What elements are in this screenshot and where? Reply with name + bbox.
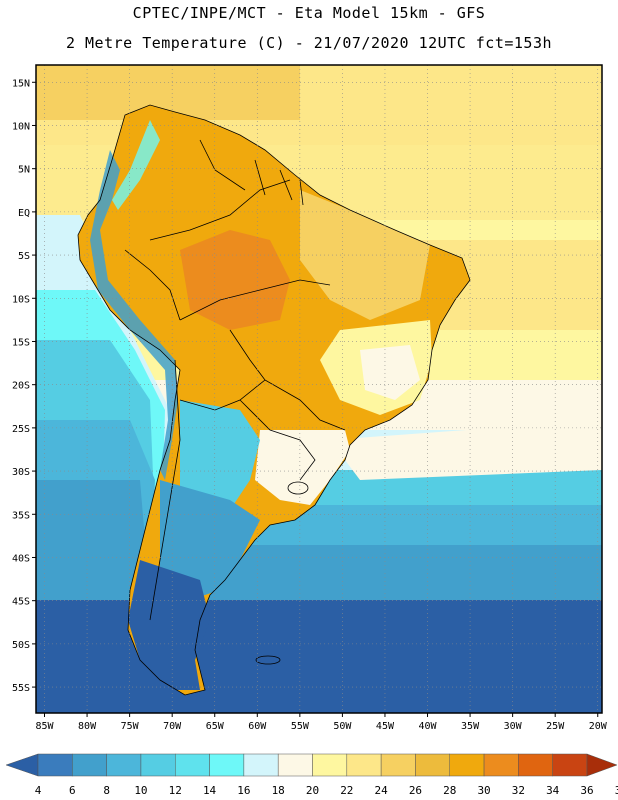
lon-tick-label: 80W (78, 721, 97, 732)
map-frame (35, 64, 603, 714)
colorbar-swatch (140, 753, 176, 777)
colorbar-swatch (346, 753, 382, 777)
lon-tick-label: 35W (461, 721, 480, 732)
lon-tick-label: 60W (248, 721, 267, 732)
colorbar-swatch (415, 753, 450, 777)
lat-tick-label: 35S (12, 510, 30, 521)
lon-tick-label: 55W (291, 721, 310, 732)
colorbar-low-arrow-icon (5, 753, 39, 777)
temperature-field (36, 65, 602, 713)
colorbar-label: 8 (103, 784, 110, 797)
colorbar-label: 16 (237, 784, 250, 797)
colorbar-label: 14 (203, 784, 217, 797)
lon-tick-label: 65W (206, 721, 225, 732)
colorbar-swatch (518, 753, 553, 777)
colorbar-high-arrow-icon (586, 753, 618, 777)
lat-tick-label: EQ (18, 208, 30, 219)
lon-tick-label: 70W (163, 721, 182, 732)
longitude-axis: 85W 80W 75W 70W 65W 60W 55W 50W 45W 40W 35W 30W 25W 2… (35, 713, 608, 732)
title-variable: 2 Metre Temperature (C) - 21/07/2020 12U… (65, 34, 553, 52)
lon-tick-label: 20W (589, 721, 608, 732)
colorbar-swatch (106, 753, 142, 777)
lat-tick-label: 25S (12, 424, 30, 435)
colorbar-swatch (37, 753, 73, 777)
colorbar-label: 26 (409, 784, 422, 797)
country-borders (77, 104, 471, 696)
colorbar-label: 22 (340, 784, 353, 797)
colorbar-label: 36 (580, 784, 593, 797)
colorbar-swatch (312, 753, 348, 777)
title-model: CPTEC/INPE/MCT - Eta Model 15km - GFS (132, 4, 486, 22)
colorbar-swatch (209, 753, 245, 777)
colorbar-label: 34 (546, 784, 560, 797)
lon-tick-label: 75W (121, 721, 140, 732)
lon-tick-label: 85W (35, 721, 54, 732)
lon-tick-label: 50W (333, 721, 352, 732)
lon-tick-label: 25W (546, 721, 565, 732)
colorbar-swatch (552, 753, 588, 777)
colorbar-label: 30 (477, 784, 490, 797)
colorbar-label: 32 (512, 784, 525, 797)
colorbar-label: 20 (306, 784, 319, 797)
lat-tick-label: 20S (12, 381, 30, 392)
lat-tick-label: 30S (12, 467, 30, 478)
colorbar-swatch (277, 753, 313, 777)
colorbar-label: 4 (35, 784, 42, 797)
colorbar-swatch (72, 753, 107, 777)
lon-tick-label: 45W (376, 721, 395, 732)
graticule (36, 65, 602, 713)
colorbar-label: 6 (69, 784, 76, 797)
colorbar-swatch (483, 753, 519, 777)
colorbar-swatch (243, 753, 279, 777)
lat-tick-label: 40S (12, 553, 30, 564)
lon-tick-label: 30W (504, 721, 523, 732)
lon-tick-label: 40W (418, 721, 437, 732)
lat-tick-label: 15S (12, 337, 30, 348)
colorbar-label: 38 (615, 784, 618, 797)
lat-tick-label: 10N (12, 121, 30, 132)
lat-tick-label: 10S (12, 294, 30, 305)
colorbar-label: 18 (272, 784, 285, 797)
colorbar-swatch (175, 753, 210, 777)
colorbar-swatch (449, 753, 485, 777)
lat-tick-label: 5S (18, 251, 30, 262)
latitude-axis: 15N 10N 5N EQ 5S 10S 15S 20S 25S 30S 35S 40S 45S 50S 5… (12, 78, 36, 694)
lat-tick-label: 55S (12, 683, 30, 694)
colorbar-label: 28 (443, 784, 456, 797)
colorbar-label: 12 (169, 784, 182, 797)
lat-tick-label: 15N (12, 78, 30, 89)
colorbar-label: 10 (134, 784, 147, 797)
colorbar: 4 6 8 10 12 14 16 18 20 22 24 26 28 30 32 34 36 38 (5, 753, 618, 797)
colorbar-label: 24 (375, 784, 389, 797)
lat-tick-label: 45S (12, 597, 30, 608)
lat-tick-label: 5N (18, 165, 30, 176)
lat-tick-label: 50S (12, 640, 30, 651)
colorbar-swatch (380, 753, 416, 777)
